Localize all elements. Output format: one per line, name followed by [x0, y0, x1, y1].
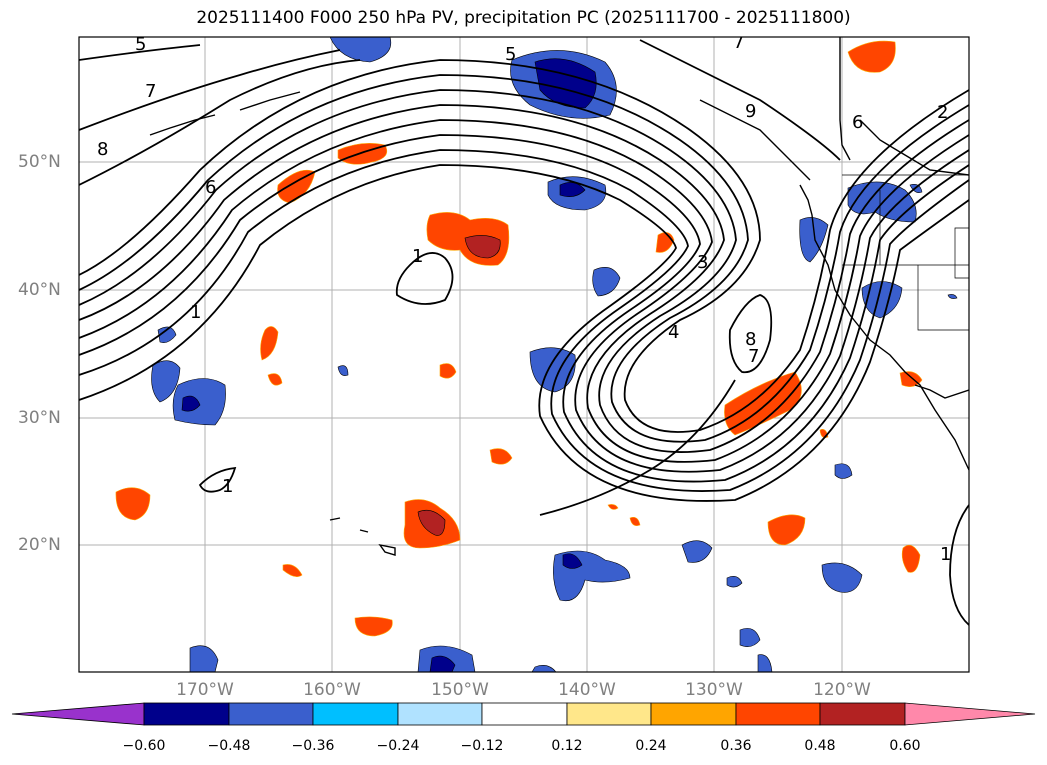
colorbar-segment — [143, 702, 230, 726]
lon-label: 150°W — [431, 680, 489, 700]
colorbar-tick-label: 0.36 — [720, 738, 752, 754]
colorbar-tick-label: −0.36 — [291, 738, 335, 754]
colorbar-segment — [228, 702, 314, 726]
coastlines — [149, 37, 969, 556]
colorbar-tick-label: −0.24 — [376, 738, 420, 754]
colorbar-segment — [312, 702, 399, 726]
gridlines — [79, 37, 969, 672]
lat-label: 20°N — [18, 535, 61, 555]
lat-label: 50°N — [18, 152, 61, 172]
contour-label: 1 — [412, 246, 423, 267]
contour-label: 7 — [748, 346, 759, 367]
colorbar-tick-label: −0.60 — [122, 738, 166, 754]
contour-labels: 5 7 8 6 1 5 9 6 2 4 3 1 8 7 1 1 7 — [97, 32, 951, 565]
map-frame — [78, 36, 970, 673]
contour-label: 4 — [668, 322, 679, 343]
lon-label: 120°W — [813, 680, 871, 700]
colorbar-segment — [397, 702, 483, 726]
map-title: 2025111400 F000 250 hPa PV, precipitatio… — [196, 8, 851, 28]
contour-label: 9 — [745, 101, 756, 122]
contour-label: 7 — [145, 81, 156, 102]
colorbar-tick-label: 0.12 — [551, 738, 583, 754]
pv-contours — [79, 39, 969, 626]
lon-label: 130°W — [685, 680, 743, 700]
colorbar-tick-label: 0.48 — [804, 738, 836, 754]
colorbar-tick-label: −0.12 — [460, 738, 504, 754]
colorbar — [11, 702, 1036, 726]
map-area: 5 7 8 6 1 5 9 6 2 4 3 1 8 7 1 1 7 — [79, 32, 969, 672]
contour-label: 7 — [733, 32, 744, 53]
contour-label: 1 — [190, 302, 201, 323]
colorbar-tick-label: 0.24 — [635, 738, 667, 754]
contour-label: 5 — [505, 44, 516, 65]
colorbar-extend-left — [11, 702, 145, 726]
colorbar-tick-label: 0.60 — [889, 738, 921, 754]
lat-label: 40°N — [18, 280, 61, 300]
lon-label: 140°W — [558, 680, 616, 700]
contour-label: 1 — [222, 476, 233, 497]
precip-positive — [115, 40, 923, 637]
contour-label: 3 — [697, 252, 708, 273]
colorbar-extend-right — [904, 702, 1036, 726]
lon-label: 170°W — [176, 680, 234, 700]
colorbar-segment — [566, 702, 652, 726]
colorbar-segment — [481, 702, 568, 726]
contour-label: 6 — [852, 112, 863, 133]
contour-label: 6 — [205, 177, 216, 198]
contour-label: 8 — [745, 329, 756, 350]
colorbar-segment — [819, 702, 906, 726]
contour-label: 2 — [937, 102, 948, 123]
contour-label: 5 — [135, 34, 146, 55]
contour-label: 8 — [97, 139, 108, 160]
contour-label: 1 — [940, 544, 951, 565]
colorbar-tick-label: −0.48 — [207, 738, 251, 754]
precip-negative — [151, 37, 958, 672]
lat-label: 30°N — [18, 408, 61, 428]
lon-label: 160°W — [303, 680, 361, 700]
state-borders — [842, 174, 969, 331]
colorbar-segment — [735, 702, 821, 726]
colorbar-segment — [650, 702, 737, 726]
